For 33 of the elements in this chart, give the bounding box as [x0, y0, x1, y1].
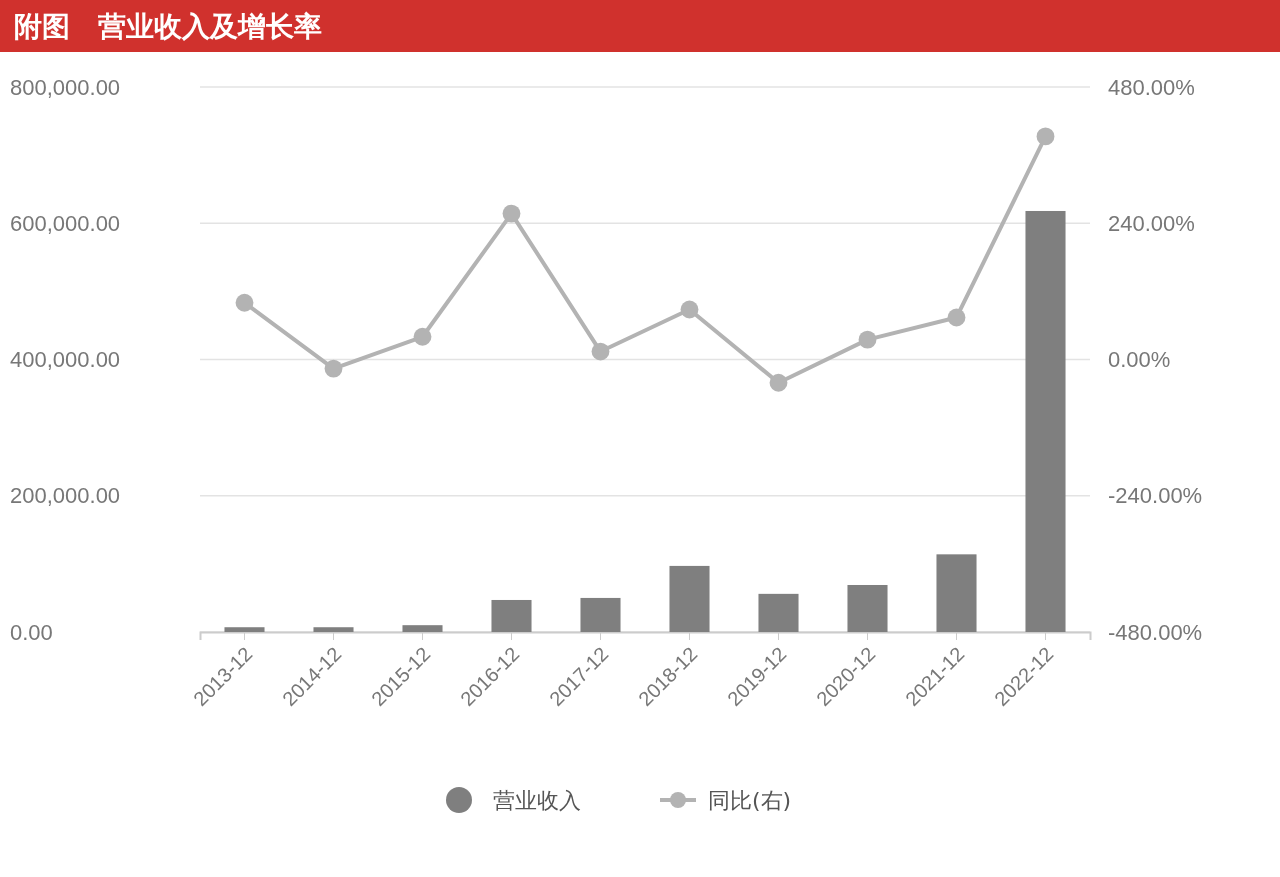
point [324, 359, 343, 378]
chart-title: 附图 营业收入及增长率 [14, 10, 322, 43]
y2-tick-label: 240.00% [1108, 210, 1195, 236]
point [858, 330, 877, 349]
bar [402, 625, 443, 632]
y-tick-label: 0.00 [10, 619, 53, 645]
y-tick-label: 400,000.00 [10, 347, 121, 373]
bar [580, 597, 621, 632]
point [413, 327, 432, 346]
point [947, 308, 966, 327]
point [502, 204, 521, 223]
y2-tick-label: -240.00% [1108, 483, 1203, 509]
y-tick-label: 800,000.00 [10, 74, 121, 100]
y2-tick-label: -480.00% [1108, 619, 1203, 645]
y2-tick-label: 480.00% [1108, 74, 1195, 100]
y-tick-label: 600,000.00 [10, 210, 121, 236]
bar [758, 593, 799, 632]
bar [669, 565, 710, 632]
y-tick-label: 200,000.00 [10, 483, 121, 509]
legend-label: 同比(右) [708, 788, 792, 813]
bar [1025, 210, 1066, 632]
bar [491, 599, 532, 632]
point [591, 342, 610, 361]
point [680, 300, 699, 319]
y2-tick-label: 0.00% [1108, 347, 1171, 373]
bar [224, 627, 265, 632]
point [1036, 127, 1055, 146]
point [235, 293, 254, 312]
bar [936, 554, 977, 632]
bar [313, 627, 354, 632]
legend-label: 营业收入 [493, 788, 581, 813]
bar [847, 584, 888, 632]
point [769, 373, 788, 392]
